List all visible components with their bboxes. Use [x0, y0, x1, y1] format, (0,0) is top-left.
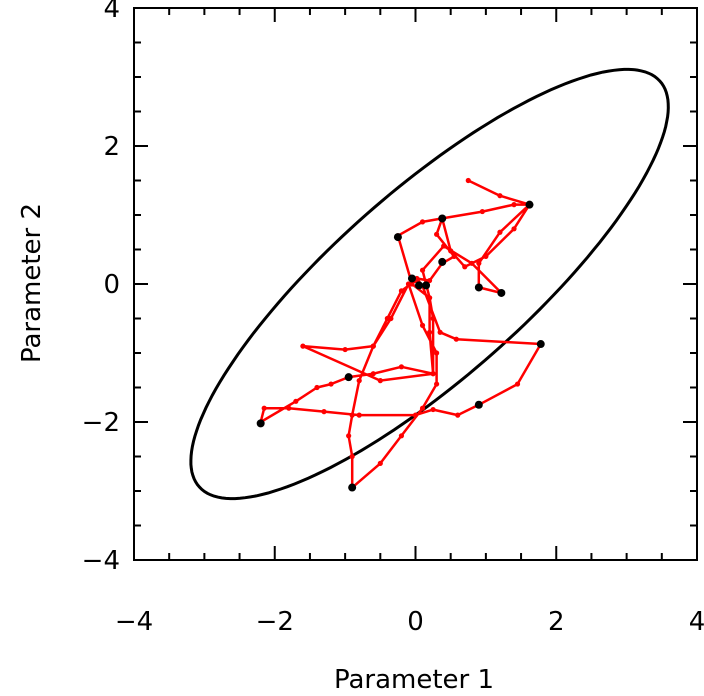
y-tick-label: 2	[103, 132, 120, 162]
trajectory-point	[300, 343, 306, 349]
trajectory-point	[405, 281, 412, 287]
trajectory-point	[462, 264, 468, 270]
trajectory-point	[419, 219, 426, 225]
trajectory-point	[479, 208, 485, 215]
highlighted-point	[407, 274, 416, 283]
trajectory-point	[377, 460, 383, 466]
trajectory-point	[434, 381, 440, 387]
trajectory-point	[328, 381, 334, 387]
trajectory-point	[293, 398, 299, 404]
highlighted-point	[497, 288, 506, 297]
trajectory-point	[412, 412, 419, 418]
trajectory-point	[346, 433, 352, 439]
y-tick-label: −2	[82, 408, 120, 438]
trajectory-point	[370, 343, 376, 349]
trajectory-point	[511, 226, 517, 232]
trajectory-point	[430, 371, 436, 377]
trajectory-point	[321, 409, 327, 415]
trajectory-point	[453, 336, 459, 342]
highlighted-point	[393, 233, 402, 242]
x-tick-label: 4	[689, 607, 704, 637]
trajectory-point	[426, 295, 433, 301]
x-tick-label: 2	[548, 607, 565, 637]
trajectory-point	[441, 243, 447, 249]
trajectory-point	[286, 405, 292, 411]
highlighted-point	[438, 257, 447, 266]
x-tick-label: −4	[115, 607, 153, 637]
trajectory-point	[514, 381, 521, 387]
highlighted-point	[415, 281, 424, 290]
trajectory-point	[342, 346, 348, 353]
highlighted-point	[474, 283, 483, 292]
y-axis-title: Parameter 2	[17, 203, 47, 363]
trajectory-point	[469, 260, 475, 266]
trajectory-point	[349, 412, 355, 418]
trajectory-point	[314, 384, 320, 391]
trajectory-point	[398, 288, 405, 294]
trajectory-point	[476, 260, 482, 266]
trajectory-point	[451, 253, 457, 259]
trajectory-point	[356, 378, 362, 384]
y-tick-label: 4	[103, 0, 120, 24]
trajectory-point	[398, 433, 405, 439]
trajectory-point	[430, 315, 436, 322]
trajectory-point	[511, 202, 517, 208]
x-tick-label: −2	[256, 607, 294, 637]
trajectory-point	[356, 412, 362, 418]
plot-area	[189, 67, 670, 501]
highlighted-point	[422, 281, 431, 290]
trajectory-point	[437, 329, 443, 335]
highlighted-point	[344, 373, 353, 382]
highlighted-point	[536, 340, 545, 349]
y-tick-label: −4	[82, 546, 120, 576]
trajectory-point	[370, 371, 376, 377]
trajectory-point	[430, 406, 436, 413]
trajectory-point	[465, 177, 471, 184]
trajectory-point	[455, 412, 461, 418]
trajectory-point	[398, 364, 405, 370]
trajectory-point	[497, 229, 503, 235]
trajectory-point	[434, 350, 440, 356]
trajectory-point	[261, 405, 267, 411]
trajectory-point	[426, 277, 433, 284]
trajectory-point	[483, 253, 489, 259]
highlighted-point	[438, 214, 447, 223]
trajectory-point	[448, 248, 454, 254]
highlighted-point	[525, 200, 534, 209]
x-axis-title: Parameter 1	[334, 665, 494, 695]
highlighted-point	[474, 400, 483, 409]
x-tick-label: 0	[407, 607, 424, 637]
trajectory-line	[259, 179, 543, 489]
trajectory-point	[426, 329, 433, 335]
trajectory-point	[377, 378, 383, 384]
highlighted-point	[256, 419, 265, 428]
trajectory-point	[497, 193, 503, 199]
trajectory-point	[384, 315, 390, 322]
trajectory-point	[419, 267, 426, 273]
trajectory-point	[434, 231, 440, 237]
trajectory-point	[419, 322, 426, 328]
trajectory-point	[349, 453, 355, 460]
y-tick-label: 0	[103, 270, 120, 300]
axes: −4 −2 0 2 4 −4 −2 0 2 4	[82, 0, 704, 637]
highlighted-point	[348, 483, 357, 492]
confidence-ellipse	[189, 67, 670, 501]
trajectory-point	[419, 405, 426, 411]
